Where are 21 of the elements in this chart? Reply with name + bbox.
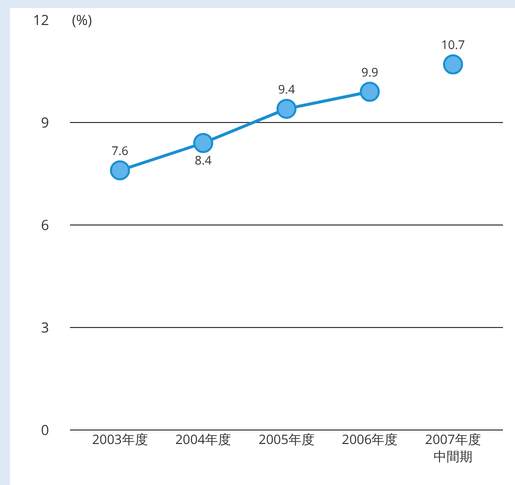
data-label: 9.9 [361,64,378,80]
y-axis-title: (%) [72,11,92,30]
point [443,54,464,74]
x-tick-label: 2007年度中間期 [425,430,481,465]
x-tick-label: 2004年度 [175,430,232,448]
y-tick-label: 0 [40,420,49,440]
y-tick-label: 3 [40,318,49,338]
y-tick-label: 12 [32,10,49,30]
point [110,160,130,180]
x-tick-label: 2006年度 [342,430,398,448]
x-tick-label: 2003年度 [92,430,148,448]
x-tick-label: 2005年度 [258,430,314,448]
data-label: 9.4 [278,80,296,98]
point [276,98,296,119]
data-label: 8.4 [194,151,212,168]
y-tick-label: 6 [40,216,49,235]
y-tick-label: 9 [40,113,49,132]
point [193,133,214,153]
point [360,82,380,102]
data-label: 10.7 [441,36,466,54]
data-label: 7.6 [112,142,129,160]
